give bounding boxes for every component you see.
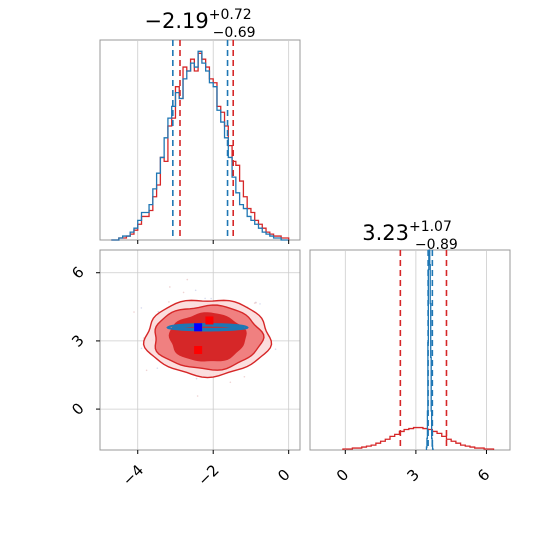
joint-contours	[142, 299, 273, 379]
scatter-point	[259, 303, 261, 305]
scatter-point	[255, 301, 257, 304]
histogram-series-1	[342, 426, 495, 450]
y-tick-label: 3	[68, 331, 87, 350]
joint-frame	[99, 249, 301, 451]
scatter-point	[169, 286, 171, 288]
scatter-point	[196, 395, 199, 397]
scatter-point	[140, 307, 143, 309]
scatter-point	[182, 291, 185, 294]
x-tick-label: −2	[194, 461, 222, 489]
y-marginal-panel: 0 3 6 3.23+1.07 −0.89	[309, 219, 511, 485]
scatter-point	[157, 310, 160, 313]
x-tick-label: 3	[403, 466, 422, 485]
scatter-point	[229, 381, 232, 384]
y-marginal-title-sub: −0.89	[415, 237, 458, 253]
x-marginal-frame	[99, 39, 301, 241]
scatter-point	[210, 297, 212, 300]
scatter-point	[195, 377, 198, 380]
joint-markers	[194, 316, 214, 354]
y-tick-label: 6	[68, 263, 87, 282]
joint-panel: −4 −2 0 0 3 6	[68, 249, 301, 489]
contour-level-series-b	[176, 324, 239, 330]
y-marginal-frame	[309, 249, 511, 451]
x-marginal-gridlines	[137, 40, 290, 240]
x-marginal-title: −2.19+0.72 −0.69	[144, 7, 255, 41]
y-marginal-title-main: 3.23	[362, 221, 409, 245]
x-marginal-quantile-lines	[172, 40, 235, 240]
scatter-point	[194, 289, 197, 292]
y-marginal-title: 3.23+1.07 −0.89	[362, 219, 458, 253]
scatter-point	[168, 301, 170, 303]
scatter-point	[156, 367, 159, 369]
x-tick-label: 0	[333, 466, 352, 485]
y-marginal-histograms	[342, 249, 495, 450]
joint-ticks: −4 −2 0 0 3 6	[68, 263, 293, 489]
marker-square	[194, 323, 203, 332]
scatter-point	[243, 375, 246, 378]
y-marginal-quantile-lines	[399, 250, 448, 450]
y-marginal-title-sup: +1.07	[409, 219, 452, 235]
x-marginal-title-sub: −0.69	[213, 25, 256, 41]
x-marginal-title-sup: +0.72	[209, 7, 252, 23]
x-marginal-title-main: −2.19	[144, 9, 208, 33]
x-marginal-histograms	[111, 50, 290, 241]
marker-square	[205, 316, 214, 325]
scatter-point	[140, 347, 143, 350]
scatter-point	[274, 348, 277, 351]
x-marginal-panel: −2.19+0.72 −0.69	[99, 7, 301, 244]
scatter-point	[186, 278, 189, 281]
y-marginal-gridlines	[344, 250, 487, 450]
scatter-point	[145, 369, 148, 372]
scatter-point	[204, 297, 206, 300]
x-tick-label: 6	[474, 466, 493, 485]
marker-square	[194, 346, 203, 354]
x-tick-label: 0	[274, 466, 293, 485]
x-tick-label: −4	[119, 461, 147, 489]
scatter-point	[253, 302, 256, 304]
scatter-point	[133, 311, 135, 313]
y-marginal-ticks: 0 3 6	[333, 450, 494, 485]
y-tick-label: 0	[68, 399, 87, 418]
histogram-series-2	[111, 50, 289, 241]
x-marginal-ticks	[137, 240, 290, 244]
